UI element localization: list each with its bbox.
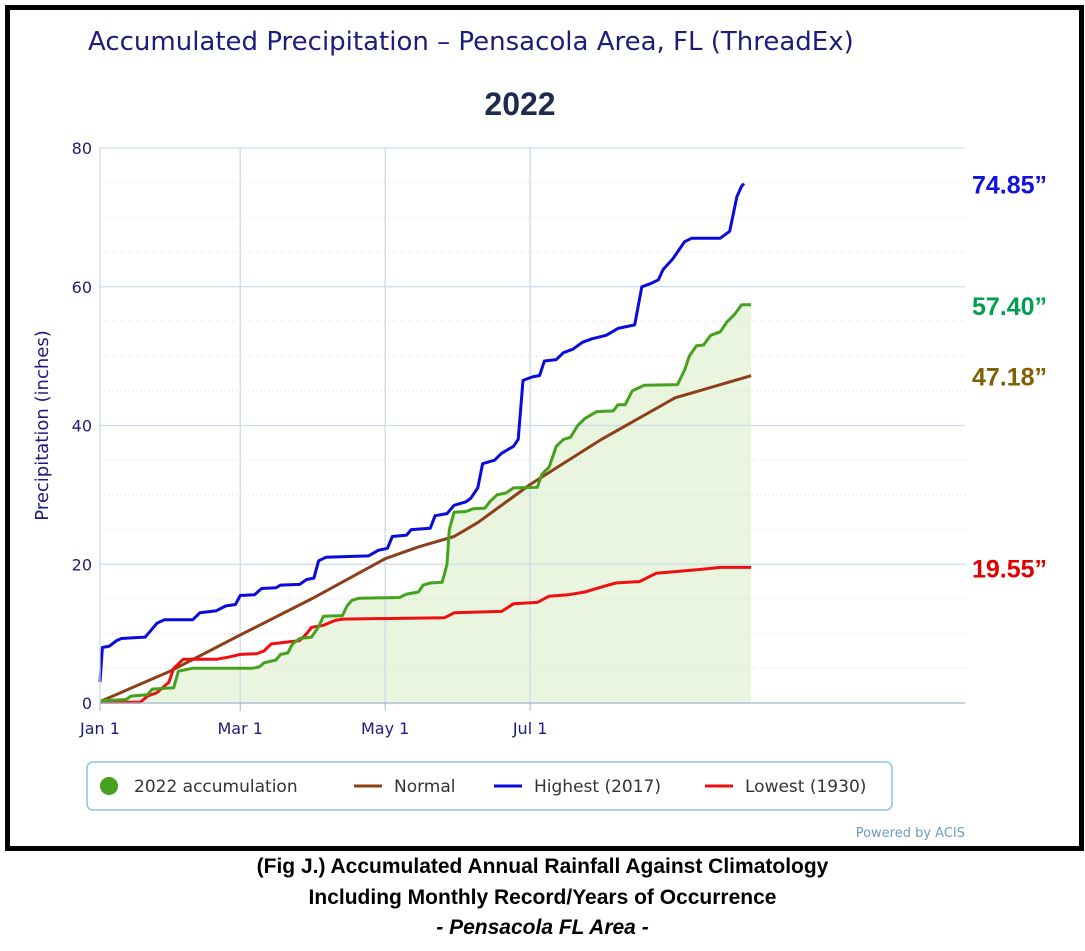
series-line-normal	[99, 374, 752, 703]
series-line-2022-accumulation	[99, 303, 752, 703]
end-value-label: 74.85”	[972, 172, 1047, 200]
figure-caption-line-3: - Pensacola FL Area -	[436, 916, 649, 939]
end-value-label: 57.40”	[972, 293, 1047, 321]
y-tick-label: 60	[72, 278, 92, 297]
accumulation-area	[100, 304, 752, 703]
legend-item-label: Normal	[394, 777, 456, 797]
figure-caption-line-1: (Fig J.) Accumulated Annual Rainfall Aga…	[256, 855, 829, 878]
end-value-label: 47.18”	[972, 364, 1047, 392]
chart-subtitle: 2022	[484, 86, 555, 122]
y-axis-title: Precipitation (inches)	[32, 330, 53, 520]
y-tick-label: 20	[72, 555, 92, 574]
legend-box	[86, 761, 893, 811]
chart-frame: 0 20 40 60 80 Jan 1 Mar 1 May 1 Jul 1 Precipitati…	[5, 5, 1084, 851]
x-tick-label: Jan 1	[79, 719, 120, 738]
y-tick-label: 40	[72, 417, 92, 436]
chart-title: Accumulated Precipitation – Pensacola Ar…	[88, 27, 854, 57]
end-value-label: 19.55”	[972, 555, 1047, 583]
x-tick-label: Mar 1	[217, 719, 262, 738]
series-line-lowest-1930	[100, 565, 752, 704]
figure-caption-line-2: Including Monthly Record/Years of Occurr…	[308, 886, 777, 909]
credit-text: Powered by ACIS	[856, 826, 965, 841]
legend-item-label: Lowest (1930)	[745, 777, 866, 797]
precipitation-chart: 0 20 40 60 80 Jan 1 Mar 1 May 1 Jul 1 Precipitati…	[32, 27, 1047, 841]
y-tick-label: 0	[82, 694, 92, 713]
series-line-highest-2017	[98, 182, 746, 683]
legend-item-label: Highest (2017)	[534, 777, 661, 797]
y-tick-label: 80	[72, 139, 92, 158]
x-tick-label: May 1	[361, 719, 409, 738]
legend-marker	[100, 777, 118, 795]
legend-item-label: 2022 accumulation	[134, 777, 298, 797]
x-tick-label: Jul 1	[512, 719, 548, 738]
